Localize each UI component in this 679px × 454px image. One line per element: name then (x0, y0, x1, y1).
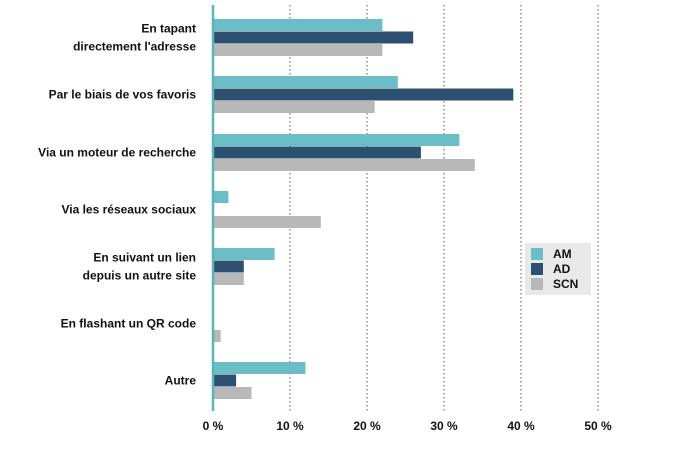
category-label: En suivant un lien depuis un autre site (83, 251, 197, 283)
category-label-line: Via un moteur de recherche (38, 146, 196, 160)
bar-am-4 (213, 248, 275, 260)
legend-swatch-ad (531, 263, 543, 275)
category-label: Via les réseaux sociaux (61, 203, 196, 217)
x-tick-label: 10 % (276, 419, 304, 433)
bar-scn-3 (213, 216, 321, 228)
category-label-line: En flashant un QR code (61, 317, 197, 331)
x-tick-label: 50 % (584, 419, 612, 433)
bar-ad-6 (213, 374, 237, 387)
legend-label-scn: SCN (553, 277, 578, 291)
category-label-line: directement l'adresse (73, 40, 196, 54)
legend-swatch-scn (531, 278, 543, 290)
category-label-line: Par le biais de vos favoris (49, 88, 197, 102)
x-tick-label: 0 % (203, 419, 224, 433)
category-label: Par le biais de vos favoris (49, 88, 197, 102)
category-label: En tapant directement l'adresse (73, 22, 196, 54)
bar-am-2 (213, 134, 460, 146)
bar-am-0 (213, 19, 383, 31)
x-tick-label: 30 % (430, 419, 458, 433)
bar-am-1 (213, 76, 398, 88)
legend-swatch-am (531, 248, 543, 260)
legend-label-am: AM (553, 247, 572, 261)
bar-am-6 (213, 362, 306, 374)
category-label: En flashant un QR code (61, 317, 197, 331)
bar-ad-1 (213, 88, 514, 101)
bar-scn-5 (213, 330, 221, 342)
bar-scn-1 (213, 101, 375, 113)
category-label-line: En suivant un lien (93, 251, 196, 265)
x-tick-label: 40 % (507, 419, 535, 433)
bar-scn-2 (213, 159, 475, 171)
category-label-line: En tapant (141, 22, 196, 36)
category-label-line: depuis un autre site (83, 269, 197, 283)
category-label: Autre (165, 374, 197, 388)
category-label-line: Via les réseaux sociaux (61, 203, 196, 217)
bar-scn-6 (213, 387, 252, 399)
category-label-line: Autre (165, 374, 197, 388)
bar-scn-4 (213, 273, 244, 285)
x-tick-label: 20 % (353, 419, 381, 433)
bar-scn-0 (213, 44, 383, 56)
bar-ad-4 (213, 260, 244, 273)
category-label: Via un moteur de recherche (38, 146, 196, 160)
bar-ad-0 (213, 31, 414, 44)
bar-ad-2 (213, 146, 421, 159)
legend-label-ad: AD (553, 262, 571, 276)
bar-am-3 (213, 191, 229, 203)
